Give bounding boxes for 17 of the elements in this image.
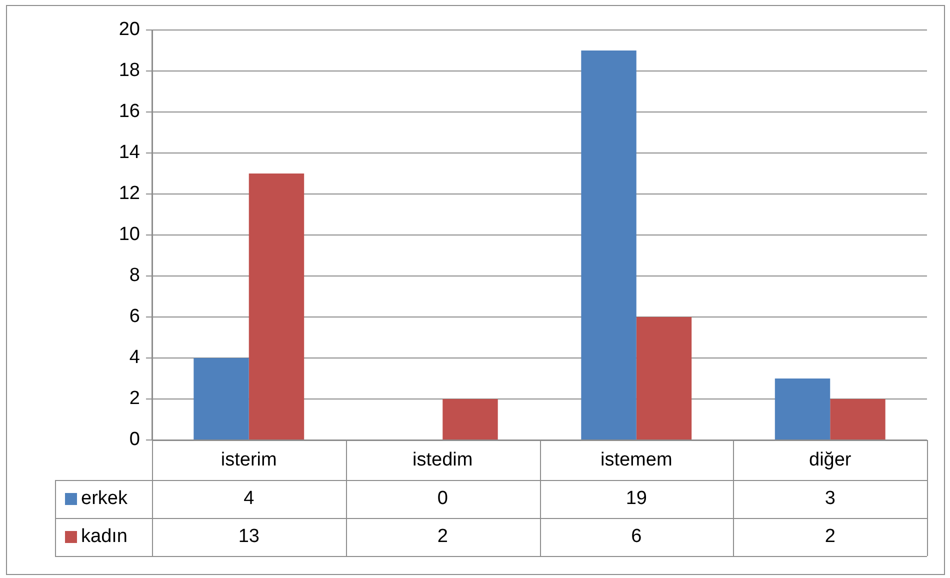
bar	[442, 399, 498, 440]
y-tick-label: 20	[118, 19, 140, 40]
y-tick-label: 10	[118, 224, 140, 246]
bar	[636, 317, 692, 440]
y-tick-label: 18	[118, 60, 140, 82]
y-tick-label: 16	[118, 101, 140, 122]
y-tick-label: 6	[129, 306, 140, 328]
y-tick-label: 14	[118, 142, 140, 164]
y-tick-label: 4	[129, 347, 140, 368]
y-tick-label: 2	[129, 388, 140, 410]
bar	[774, 378, 830, 440]
bar	[248, 174, 304, 440]
y-tick-label: 12	[118, 183, 140, 204]
bar	[830, 399, 886, 440]
y-tick-label: 8	[129, 265, 140, 286]
bar	[581, 50, 636, 440]
bar	[194, 358, 249, 440]
